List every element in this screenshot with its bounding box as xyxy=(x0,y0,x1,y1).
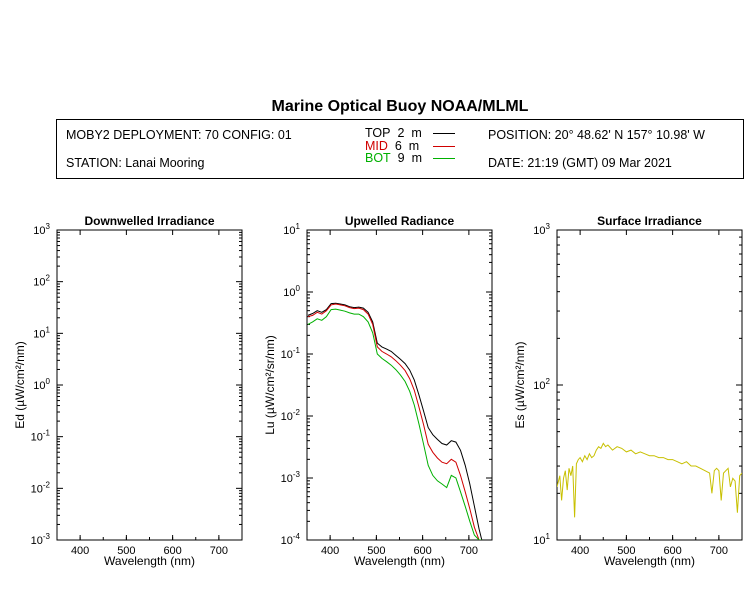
y-tick-label: 10-1 xyxy=(31,429,51,444)
x-axis-label: Wavelength (nm) xyxy=(604,554,695,568)
y-tick-label: 103 xyxy=(533,222,550,237)
legend-entry-mid: MID 6 m xyxy=(365,139,419,153)
legend-unit: m xyxy=(411,151,422,165)
chart-panel-3: Surface Irradiance 400 500 600 700 Wavelength… xyxy=(513,214,743,568)
plot-frame xyxy=(56,229,243,541)
legend-entry-top: TOP 2 m xyxy=(365,126,422,140)
info-box: MOBY2 DEPLOYMENT: 70 CONFIG: 01 STATION:… xyxy=(56,119,744,179)
x-tick-label: 600 xyxy=(663,545,681,557)
y-axis-label: Ed (µW/cm²/nm) xyxy=(13,341,27,429)
y-tick-label: 101 xyxy=(33,325,50,340)
y-tick-label: 10-2 xyxy=(31,480,51,495)
x-axis-label: Wavelength (nm) xyxy=(354,554,445,568)
y-axis-label: Lu (µW/cm²/sr/nm) xyxy=(263,335,277,435)
x-tick-label: 500 xyxy=(617,545,635,557)
y-tick-label: 102 xyxy=(33,274,50,289)
series-line-top xyxy=(307,302,483,540)
legend-depth: 2 xyxy=(397,126,405,140)
series-line-bot xyxy=(307,308,482,540)
x-tick-label: 400 xyxy=(321,545,339,557)
page-title: Marine Optical Buoy NOAA/MLML xyxy=(271,98,529,115)
y-tick-label: 100 xyxy=(283,284,300,299)
legend-label: MID xyxy=(365,139,388,153)
legend-line-mid xyxy=(433,146,455,147)
x-tick-label: 600 xyxy=(163,545,181,557)
chart-title: Upwelled Radiance xyxy=(345,214,455,228)
y-tick-label: 101 xyxy=(533,532,550,547)
legend-line-bot xyxy=(433,158,455,159)
x-tick-label: 500 xyxy=(367,545,385,557)
x-tick-label: 600 xyxy=(413,545,431,557)
y-tick-label: 10-2 xyxy=(281,408,301,423)
y-tick-label: 10-1 xyxy=(281,346,301,361)
y-tick-label: 10-3 xyxy=(31,532,51,547)
position-text: POSITION: 20° 48.62' N 157° 10.98' W xyxy=(488,128,705,142)
plot-frame xyxy=(556,229,743,541)
x-axis-label: Wavelength (nm) xyxy=(104,554,195,568)
deployment-text: MOBY2 DEPLOYMENT: 70 CONFIG: 01 xyxy=(66,128,292,142)
legend-unit: m xyxy=(408,139,420,153)
x-tick-label: 400 xyxy=(571,545,589,557)
legend-unit: m xyxy=(411,126,422,140)
x-tick-label: 700 xyxy=(460,545,478,557)
legend-label: BOT xyxy=(365,151,391,165)
y-tick-label: 10-3 xyxy=(281,470,301,485)
x-tick-label: 700 xyxy=(710,545,728,557)
y-tick-label: 101 xyxy=(283,222,300,237)
chart-title: Downwelled Irradiance xyxy=(84,214,214,228)
x-tick-label: 700 xyxy=(210,545,228,557)
date-text: DATE: 21:19 (GMT) 09 Mar 2021 xyxy=(488,156,672,170)
legend-label: TOP xyxy=(365,126,391,140)
x-tick-label: 500 xyxy=(117,545,135,557)
y-tick-label: 102 xyxy=(533,377,550,392)
y-tick-label: 10-4 xyxy=(281,532,301,547)
y-tick-label: 103 xyxy=(33,222,50,237)
chart-panel-1: Downwelled Irradiance 400 500 600 700 Wavelen… xyxy=(13,214,243,568)
y-axis-label: Es (µW/cm²/nm) xyxy=(513,342,527,429)
legend-depth: 9 xyxy=(397,151,405,165)
legend-entry-bot: BOT 9 m xyxy=(365,151,422,165)
legend-depth: 6 xyxy=(394,139,402,153)
series-line-es xyxy=(557,442,742,518)
legend-line-top xyxy=(433,133,455,134)
chart-panel-2: Upwelled Radiance 400 500 600 700 Wavelength … xyxy=(263,214,493,568)
station-text: STATION: Lanai Mooring xyxy=(66,156,205,170)
series-line-mid xyxy=(307,303,482,540)
chart-title: Surface Irradiance xyxy=(597,214,702,228)
x-tick-label: 400 xyxy=(71,545,89,557)
y-tick-label: 100 xyxy=(33,377,50,392)
plot-frame xyxy=(306,229,493,541)
